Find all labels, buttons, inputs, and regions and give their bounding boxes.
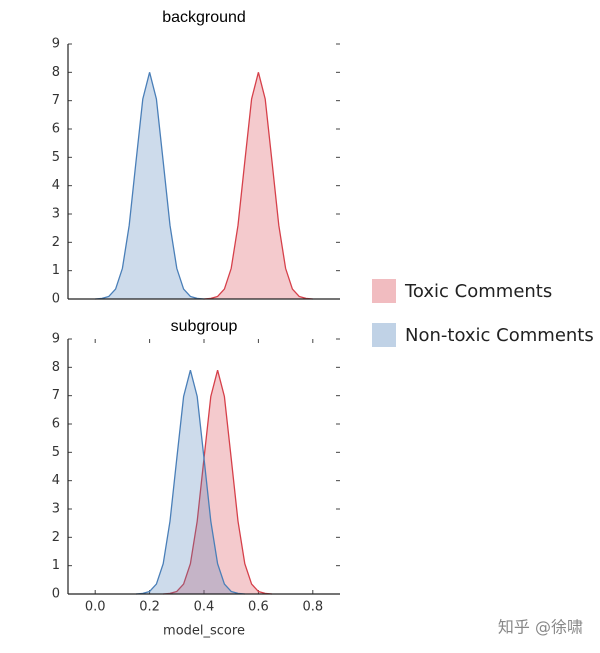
- y-tick-label: 1: [52, 263, 60, 278]
- y-tick-label: 1: [52, 558, 60, 573]
- y-tick-label: 5: [52, 445, 60, 460]
- density-area: [95, 72, 205, 300]
- y-tick-label: 9: [52, 332, 60, 347]
- y-tick-label: 6: [52, 417, 60, 432]
- y-tick-label: 2: [52, 530, 60, 545]
- density-area: [135, 370, 245, 595]
- y-tick-label: 9: [52, 37, 60, 52]
- chart-title: background: [162, 9, 246, 26]
- x-axis-label: model_score: [163, 624, 245, 639]
- y-tick-label: 4: [52, 178, 60, 193]
- legend-swatch: [372, 323, 396, 347]
- density-area: [163, 370, 273, 595]
- legend-label: Toxic Comments: [404, 281, 552, 302]
- y-tick-label: 2: [52, 235, 60, 250]
- y-tick-label: 8: [52, 65, 60, 80]
- legend-swatch: [372, 279, 396, 303]
- y-tick-label: 6: [52, 122, 60, 137]
- x-tick-label: 0.0: [85, 600, 106, 615]
- legend-label: Non-toxic Comments: [405, 325, 594, 346]
- y-tick-label: 0: [52, 587, 60, 602]
- watermark: 知乎 @徐啸: [498, 618, 583, 637]
- x-tick-label: 0.4: [194, 600, 215, 615]
- x-tick-label: 0.6: [248, 600, 269, 615]
- density-area: [203, 72, 313, 300]
- y-tick-label: 3: [52, 207, 60, 222]
- chart-title: subgroup: [171, 318, 238, 335]
- y-tick-label: 4: [52, 473, 60, 488]
- y-tick-label: 7: [52, 388, 60, 403]
- x-tick-label: 0.2: [139, 600, 160, 615]
- y-tick-label: 0: [52, 292, 60, 307]
- x-tick-label: 0.8: [302, 600, 323, 615]
- y-tick-label: 7: [52, 93, 60, 108]
- y-tick-label: 8: [52, 360, 60, 375]
- y-tick-label: 3: [52, 502, 60, 517]
- y-tick-label: 5: [52, 150, 60, 165]
